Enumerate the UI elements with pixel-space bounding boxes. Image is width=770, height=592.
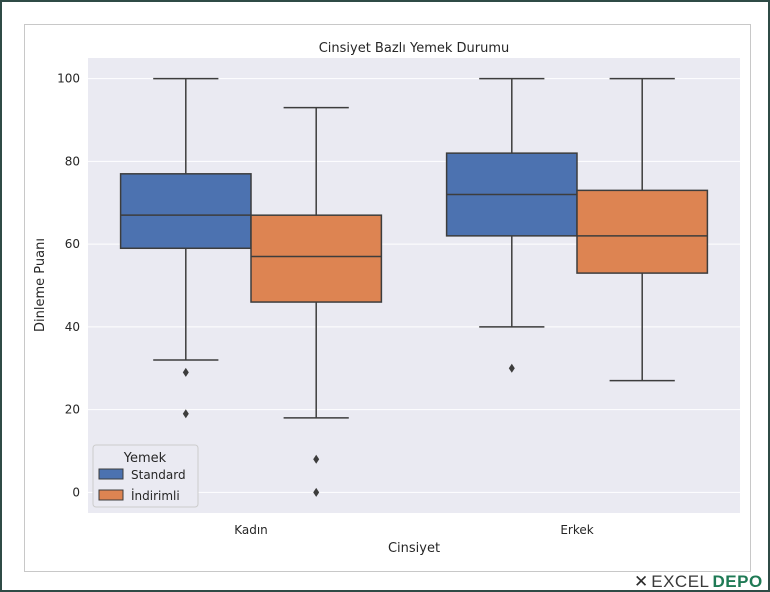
y-tick-label-80: 80 (65, 154, 80, 168)
watermark-text-excel: EXCEL (651, 572, 710, 591)
legend-swatch-standard (98, 468, 124, 480)
y-tick-labels: 0 20 40 60 80 100 (57, 72, 80, 500)
box-kadın-standard-iqr (119, 173, 252, 250)
x-tick-labels: Kadın Erkek (234, 523, 594, 537)
box-erkek-i-ndirimli-iqr (576, 189, 709, 274)
x-tick-label-kadın: Kadın (234, 523, 268, 537)
boxplot-chart: 0 20 40 60 80 100 Kadın Erkek Cinsiyet Bazlı Y… (33, 41, 740, 556)
x-axis-label: Cinsiyet (388, 541, 440, 556)
legend-title: Yemek (123, 451, 167, 466)
box-kadın-i-ndirimli-outlier-1 (313, 487, 320, 497)
y-tick-label-100: 100 (57, 72, 80, 86)
watermark-text-depo: DEPO (712, 572, 763, 591)
y-tick-label-60: 60 (65, 237, 80, 251)
y-tick-label-0: 0 (72, 485, 80, 499)
box-kadın-i-ndirimli-outlier-0 (313, 454, 320, 464)
box-series (119, 77, 709, 497)
watermark-logo: ✕ EXCEL DEPO (634, 572, 763, 592)
box-erkek-standard-outlier-0 (508, 363, 515, 373)
y-tick-label-40: 40 (65, 320, 80, 334)
plot-area (88, 58, 740, 513)
box-kadın-standard-outlier-1 (182, 409, 189, 419)
box-kadın-i-ndirimli-iqr (250, 214, 383, 303)
box-kadın-standard-outlier-0 (182, 367, 189, 377)
chart-title: Cinsiyet Bazlı Yemek Durumu (319, 41, 510, 56)
y-axis-label: Dinleme Puanı (33, 238, 48, 332)
legend-label-standard: Standard (131, 468, 186, 482)
legend: Yemek Standard İndirimli (92, 444, 199, 508)
x-mark-icon: ✕ (634, 572, 649, 592)
legend-label-indirimli: İndirimli (131, 488, 180, 503)
figure-border: 0 20 40 60 80 100 Kadın Erkek Cinsiyet Bazlı Y… (24, 24, 751, 572)
legend-swatch-indirimli (98, 489, 124, 501)
y-tick-label-20: 20 (65, 403, 80, 417)
x-tick-label-erkek: Erkek (560, 523, 593, 537)
